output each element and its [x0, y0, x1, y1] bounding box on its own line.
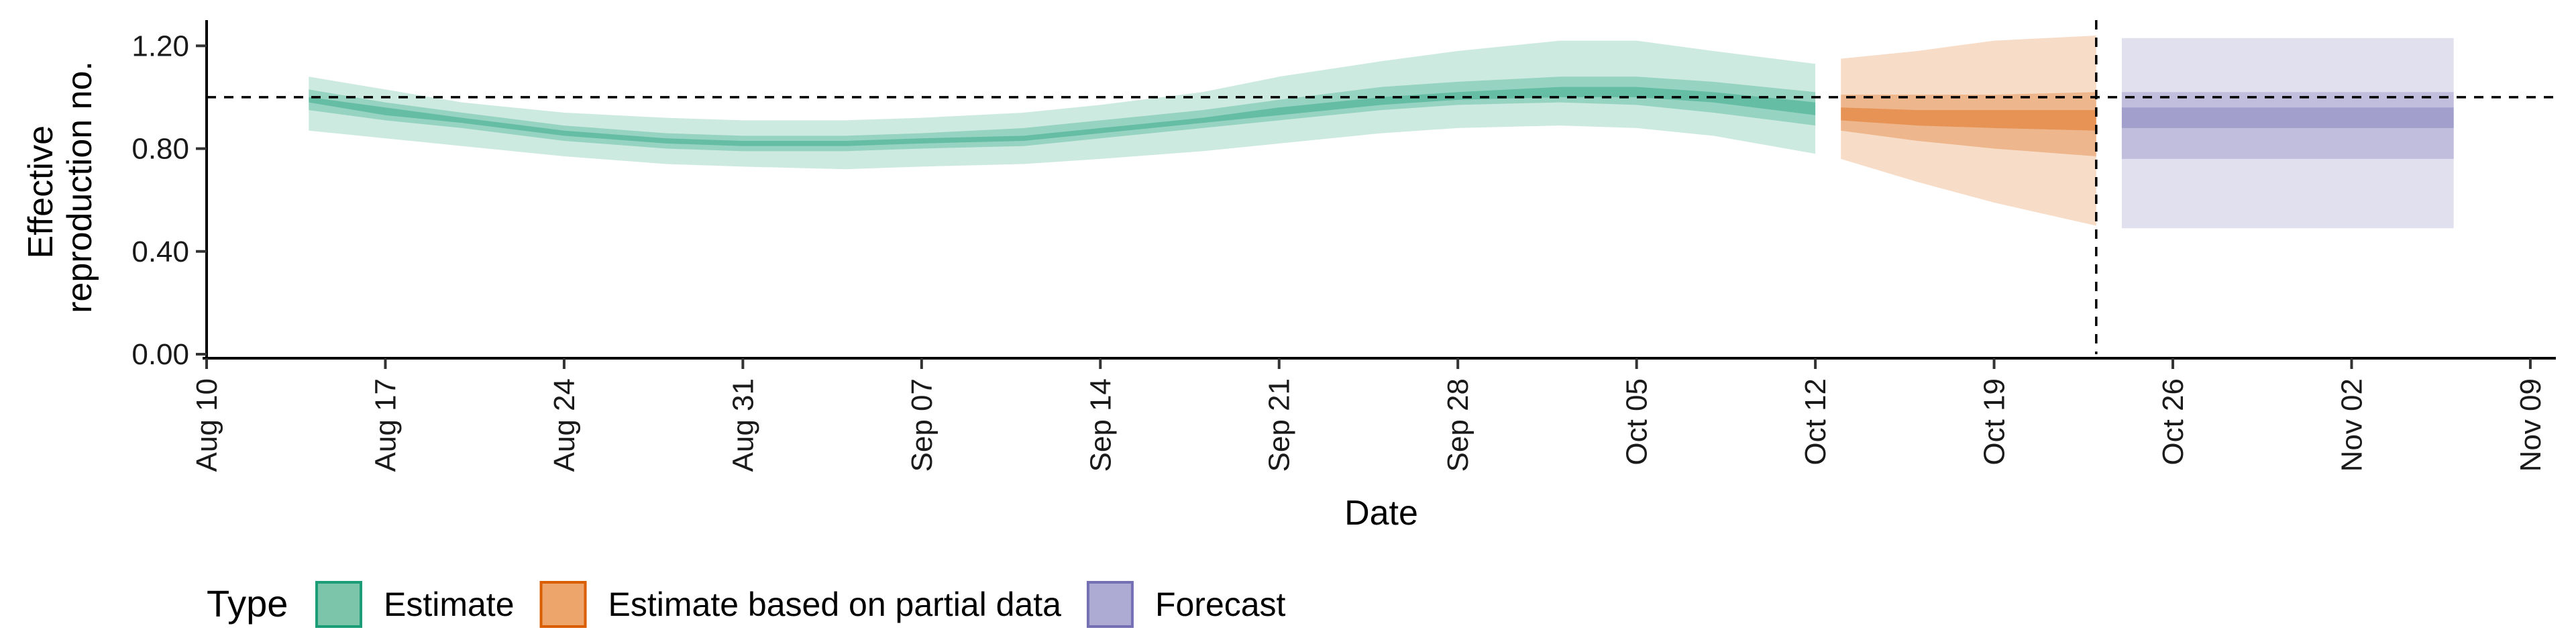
legend-label-3: Forecast — [1155, 586, 1286, 623]
axes: 0.00 0.40 0.80 1.20 Aug 10 Aug 17 Aug 24 Aug 31… — [131, 20, 2556, 472]
x-tick-label: Sep 28 — [1442, 378, 1474, 472]
y-axis-title-line-2: reproduction no. — [60, 61, 99, 313]
y-tick-label: 1.20 — [131, 30, 189, 62]
x-tick-label: Aug 10 — [191, 378, 223, 472]
x-axis-title: Date — [1344, 494, 1418, 533]
x-tick-label: Sep 21 — [1263, 378, 1296, 472]
x-tick-label: Aug 31 — [727, 378, 759, 472]
legend-key-3 — [1086, 581, 1134, 628]
x-tick-label: Sep 14 — [1084, 378, 1117, 472]
legend-title: Type — [207, 582, 288, 625]
legend-label-2: Estimate based on partial data — [608, 586, 1062, 623]
legend-key-1 — [315, 581, 362, 628]
y-axis-title-line-1: Effective — [21, 125, 60, 258]
x-tick-label: Aug 17 — [369, 378, 402, 472]
estimate-band-20 — [309, 87, 1816, 146]
x-tick-label: Aug 24 — [548, 378, 581, 472]
estimate-band-90 — [309, 40, 1816, 170]
y-tick-label: 0.00 — [131, 338, 189, 371]
y-axis-title: Effective reproduction no. — [21, 61, 99, 313]
estimate-based-on-partial-data-band-50 — [1841, 92, 2096, 156]
forecast-band-90 — [2121, 38, 2454, 229]
estimate-based-on-partial-data-band-20 — [1841, 107, 2096, 131]
forecast-band-50 — [2121, 92, 2454, 159]
credible-interval-bands — [309, 36, 2454, 229]
y-tick-label: 0.40 — [131, 235, 189, 268]
forecast-band-20 — [2121, 107, 2454, 128]
x-tick-label: Sep 07 — [906, 378, 938, 472]
x-tick-label: Oct 05 — [1621, 378, 1654, 466]
x-tick-label: Oct 26 — [2157, 378, 2190, 466]
reference-lines — [207, 20, 2556, 354]
x-tick-label: Nov 02 — [2335, 378, 2368, 472]
x-tick-label: Oct 12 — [1799, 378, 1832, 466]
estimate-band-50 — [309, 76, 1816, 152]
y-tick-label: 0.80 — [131, 133, 189, 166]
estimate-based-on-partial-data-band-90 — [1841, 36, 2096, 226]
legend: Type Estimate Estimate based on partial d… — [207, 581, 1286, 628]
legend-key-2 — [539, 581, 587, 628]
x-tick-label: Nov 09 — [2514, 378, 2547, 472]
x-tick-label: Oct 19 — [1978, 378, 2011, 466]
legend-label-1: Estimate — [384, 586, 515, 623]
